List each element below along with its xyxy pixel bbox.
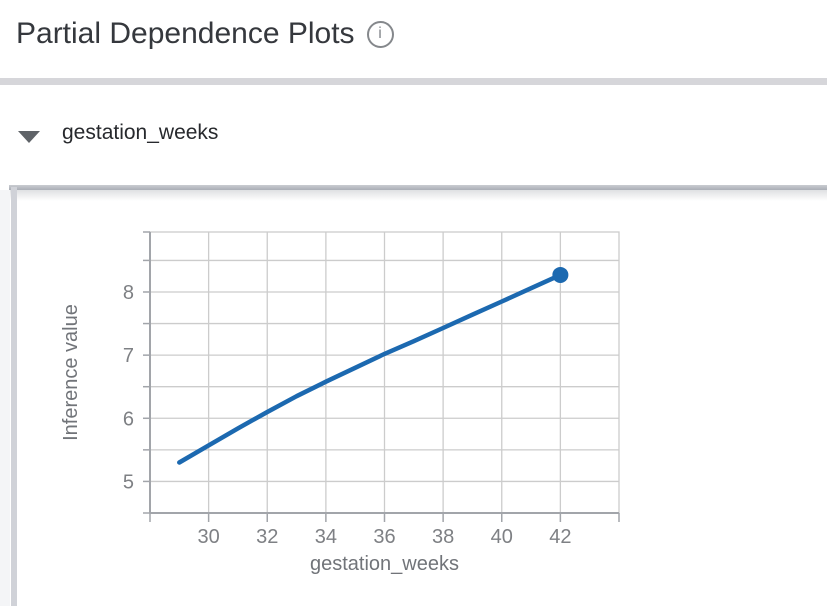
- feature-section-header[interactable]: gestation_weeks: [0, 118, 827, 152]
- y-axis-title: Inference value: [60, 304, 82, 441]
- x-tick-label: 34: [315, 526, 337, 548]
- x-tick-label: 38: [432, 526, 454, 548]
- scroll-area-divider: [9, 185, 827, 190]
- x-tick-label: 30: [198, 526, 220, 548]
- y-tick-label: 6: [123, 408, 134, 430]
- y-tick-label: 5: [123, 471, 134, 493]
- pdp-chart: 30 32 34 36 38 40 42 5 6 7 8 Inference value gestati…: [60, 231, 620, 575]
- x-tick-label: 36: [373, 526, 395, 548]
- pdp-line: [177, 272, 563, 465]
- endpoint-marker: [552, 266, 569, 283]
- y-tick-label: 8: [123, 282, 134, 304]
- x-axis-title: gestation_weeks: [310, 553, 459, 575]
- y-tick-label: 7: [123, 345, 134, 367]
- page-header: Partial Dependence Plots i: [16, 8, 394, 60]
- x-tick-label: 42: [549, 526, 571, 548]
- header-divider: [0, 78, 827, 85]
- info-icon[interactable]: i: [366, 20, 394, 48]
- chevron-down-icon[interactable]: [18, 131, 40, 143]
- page-title: Partial Dependence Plots: [16, 17, 355, 50]
- feature-name-label: gestation_weeks: [62, 121, 219, 144]
- scrollbar-track[interactable]: [0, 190, 10, 606]
- x-tick-label: 32: [256, 526, 278, 548]
- info-icon-glyph: i: [378, 25, 382, 42]
- scroll-area-shadow: [9, 190, 827, 201]
- x-tick-label: 40: [491, 526, 513, 548]
- scrollbar-thumb[interactable]: [11, 187, 17, 606]
